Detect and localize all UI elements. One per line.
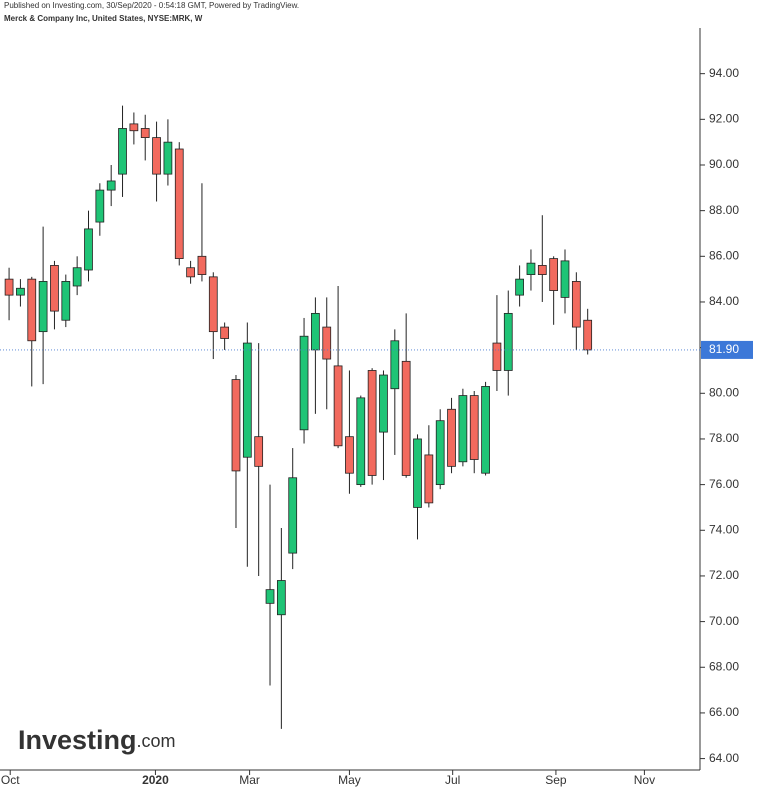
x-tick-label: Sep (545, 773, 567, 787)
candle-body (129, 123, 139, 132)
candle-body (401, 360, 411, 476)
candle-body (231, 379, 241, 472)
candle-body (549, 258, 559, 291)
candle-body (208, 276, 218, 333)
candle-body (152, 137, 161, 175)
candle-body (537, 265, 547, 275)
candle-body (16, 287, 25, 296)
candle-body (84, 228, 93, 271)
candle-body (447, 408, 456, 467)
candle-body (254, 436, 264, 467)
candle-body (583, 319, 593, 351)
candle-body (163, 141, 173, 175)
candle-body (413, 438, 422, 508)
candle-body (38, 281, 48, 333)
candle-body (186, 267, 195, 278)
y-tick-label: 92.00 (709, 111, 739, 125)
candle-body (311, 312, 320, 351)
y-tick-label: 70.00 (709, 614, 739, 628)
candle-body (106, 180, 116, 191)
candle-body (492, 342, 502, 371)
candle-body (515, 278, 524, 296)
candle-body (469, 395, 479, 460)
candle-body (265, 589, 275, 604)
candle-body (197, 255, 207, 275)
y-tick-label: 94.00 (709, 66, 739, 80)
x-tick-label: Mar (239, 773, 260, 787)
x-tick-label: Jul (445, 773, 460, 787)
candle-body (72, 267, 82, 287)
candle-body (345, 436, 354, 474)
candle-body (27, 278, 37, 342)
candle-body (571, 281, 581, 328)
y-tick-label: 66.00 (709, 705, 739, 719)
x-tick-label: 2020 (142, 773, 169, 787)
x-tick-label: Oct (1, 773, 20, 787)
candle-body (367, 370, 377, 476)
candle-body (4, 278, 14, 296)
candle-body (174, 148, 184, 259)
last-price-label: 81.90 (709, 342, 739, 356)
y-tick-label: 72.00 (709, 568, 739, 582)
y-tick-label: 78.00 (709, 431, 739, 445)
watermark-suffix: .com (137, 731, 176, 751)
watermark-brand: Investing (18, 725, 137, 755)
y-tick-label: 86.00 (709, 248, 739, 262)
y-tick-label: 80.00 (709, 385, 739, 399)
candle-body (435, 420, 445, 486)
candle-body (503, 312, 513, 371)
candle-body (276, 580, 286, 616)
candle-body (424, 454, 434, 504)
candle-body (481, 386, 490, 474)
candle-body (220, 326, 230, 339)
y-tick-label: 84.00 (709, 294, 739, 308)
candle-body (299, 335, 309, 431)
candle-body (118, 128, 127, 175)
last-price-box (701, 340, 753, 359)
candle-body (333, 365, 343, 447)
candle-body (356, 397, 366, 486)
chart-subtitle: Published on Investing.com, 30/Sep/2020 … (4, 1, 299, 10)
candle-body (560, 260, 570, 298)
candle-body (322, 326, 332, 360)
candle-body (140, 128, 150, 138)
candle-body (242, 342, 252, 458)
candle-body (458, 395, 468, 463)
candle-body (61, 281, 71, 321)
candle-body (379, 374, 388, 433)
y-tick-label: 88.00 (709, 203, 739, 217)
y-tick-label: 74.00 (709, 522, 739, 536)
watermark: Investing.com (18, 725, 176, 755)
candle-body (95, 189, 105, 223)
y-tick-label: 76.00 (709, 477, 739, 491)
x-tick-label: Nov (634, 773, 655, 787)
chart-title: Merck & Company Inc, United States, NYSE… (4, 14, 203, 23)
candle-body (50, 265, 59, 312)
x-tick-label: May (338, 773, 361, 787)
y-tick-label: 68.00 (709, 659, 739, 673)
candle-body (288, 477, 298, 554)
candle-body (526, 262, 536, 275)
y-tick-label: 64.00 (709, 751, 739, 765)
y-tick-label: 90.00 (709, 157, 739, 171)
candle-body (390, 340, 400, 390)
